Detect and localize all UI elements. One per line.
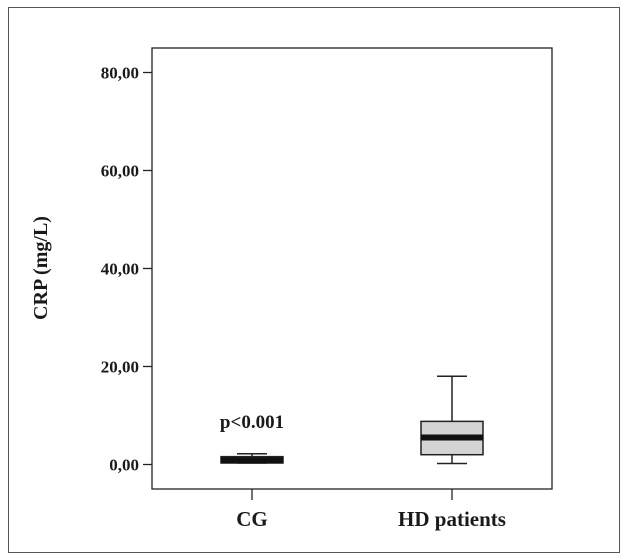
box-hd-patients (420, 375, 484, 465)
y-tick-label: 40,00 (101, 260, 139, 279)
y-tick-label: 20,00 (101, 358, 139, 377)
box-cg (220, 452, 284, 464)
x-category-label: HD patients (398, 507, 506, 531)
y-axis-label: CRP (mg/L) (30, 216, 52, 320)
x-category-label: CG (236, 507, 268, 531)
figure-frame (8, 7, 620, 553)
y-tick-label: 0,00 (109, 456, 139, 475)
y-tick-label: 80,00 (101, 64, 139, 83)
annotations: p<0.001 (220, 412, 284, 433)
y-tick-label: 60,00 (101, 162, 139, 181)
p-value-annotation: p<0.001 (220, 412, 284, 433)
plot-area (151, 47, 553, 490)
x-axis: CG HD patients (236, 489, 506, 531)
y-axis: 0,00 20,00 40,00 60,00 80,00 (101, 64, 152, 475)
boxes (220, 375, 484, 465)
